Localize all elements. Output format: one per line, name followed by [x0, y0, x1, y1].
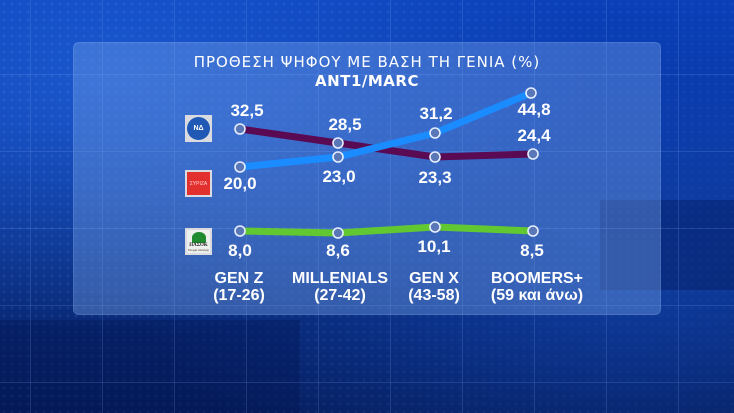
- value-label: 20,0: [223, 174, 257, 193]
- value-label: 28,5: [328, 115, 362, 134]
- value-label: 31,2: [419, 104, 453, 123]
- category-label-millenials: MILLENIALS (27-42): [292, 270, 388, 304]
- data-point-marker: [234, 123, 246, 135]
- value-label: 23,3: [418, 168, 452, 187]
- syriza-logo-icon: ΣΥΡΙΖΑ: [185, 170, 212, 197]
- nd-logo-icon: ΝΔ: [185, 115, 212, 142]
- value-label: 8,5: [520, 241, 544, 260]
- data-point-marker: [527, 225, 539, 237]
- syriza-logo-text: ΣΥΡΙΖΑ: [187, 172, 210, 195]
- value-label: 8,6: [326, 241, 350, 260]
- data-point-marker: [234, 161, 246, 173]
- nd-logo-text: ΝΔ: [187, 117, 210, 140]
- data-point-marker: [429, 221, 441, 233]
- pasok-logo-subtext: Κίνημα Αλλαγής: [187, 248, 210, 252]
- background-block: [0, 320, 300, 413]
- data-point-marker: [525, 87, 537, 99]
- chart-panel: [73, 42, 661, 315]
- value-label: 44,8: [517, 100, 551, 119]
- pasok-sun-icon: [192, 232, 206, 243]
- data-point-marker: [429, 151, 441, 163]
- value-label: 10,1: [417, 237, 451, 256]
- pasok-logo-icon: ΠΑΣΟΚ Κίνημα Αλλαγής: [185, 228, 212, 255]
- value-label: 8,0: [228, 241, 252, 260]
- data-point-marker: [332, 151, 344, 163]
- data-point-marker: [429, 127, 441, 139]
- background-block: [600, 200, 734, 290]
- value-label: 24,4: [517, 126, 551, 145]
- category-label-boomers: BOOMERS+ (59 και άνω): [490, 270, 584, 304]
- blue-series-line: [236, 89, 535, 171]
- category-label-gen-z: GEN Z (17-26): [213, 270, 265, 304]
- pasok-logo-text: ΠΑΣΟΚ: [189, 243, 208, 248]
- data-point-marker: [332, 227, 344, 239]
- chart-title: ΠΡΟΘΕΣΗ ΨΗΦΟΥ ΜΕ ΒΑΣΗ ΤΗ ΓΕΝΙΑ (%): [193, 53, 541, 71]
- value-label: 32,5: [230, 101, 264, 120]
- data-point-marker: [332, 137, 344, 149]
- data-point-marker: [527, 148, 539, 160]
- value-label: 23,0: [322, 167, 356, 186]
- category-label-gen-x: GEN X (43-58): [408, 270, 460, 304]
- purple-series-line: [236, 125, 537, 161]
- green-series-line: [236, 223, 537, 237]
- data-point-marker: [234, 225, 246, 237]
- chart-source: ANT1/MARC: [315, 72, 419, 90]
